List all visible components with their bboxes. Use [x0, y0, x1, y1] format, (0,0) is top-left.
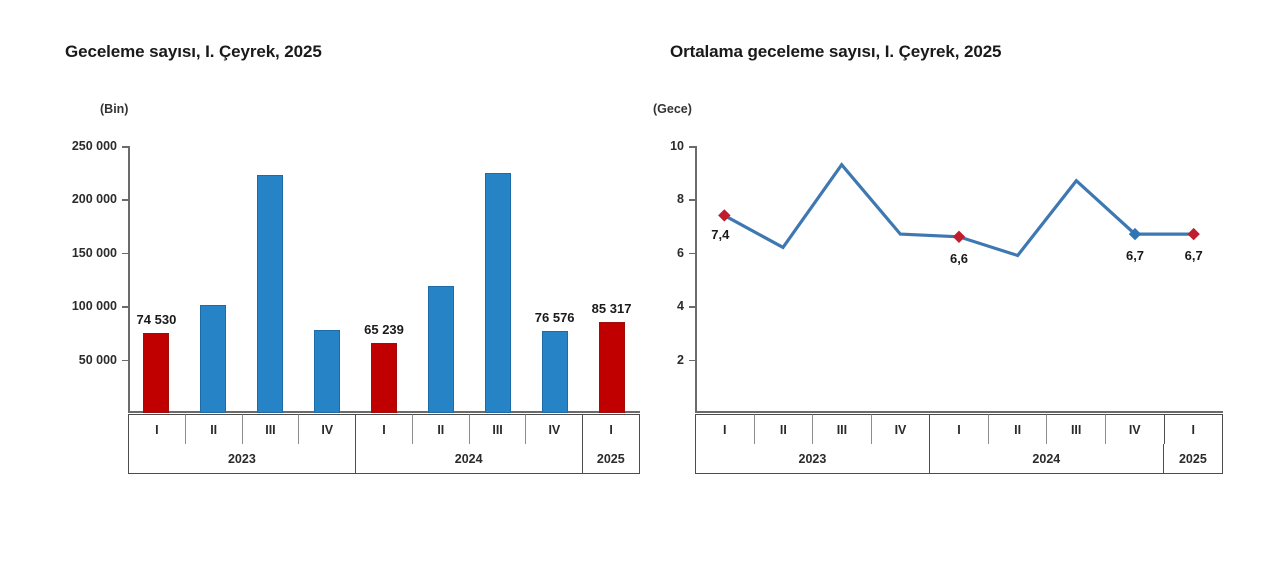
y-axis-tick-label: 10	[670, 139, 684, 153]
y-axis-tick	[689, 146, 695, 148]
bar-value-label: 65 239	[364, 322, 404, 338]
category-cell-quarter: III	[812, 414, 871, 444]
category-cell-year: 2024	[928, 444, 1163, 474]
data-point-marker-red	[718, 209, 731, 222]
data-point-marker-red	[952, 230, 966, 243]
line-value-label: 7,4	[711, 227, 730, 243]
category-cell-quarter: I	[695, 414, 754, 444]
line-value-label: 6,6	[949, 250, 969, 266]
y-axis-tick	[122, 146, 128, 148]
bar-plot-area: 250 000 200 000 150 000 100 000 50 000 74 530…	[72, 139, 640, 413]
category-cell-quarter: IV	[1104, 414, 1164, 444]
line-category-axis: I II III IV I II III IV I 2023 2024 2025	[695, 414, 1224, 474]
bar-4	[314, 330, 341, 413]
y-axis-tick-label: 8	[677, 192, 684, 207]
bar-value-label: 76 576	[534, 310, 575, 326]
category-cell-quarter: I	[582, 414, 641, 444]
bar-chart-title: Geceleme sayısı, I. Çeyrek, 2025	[65, 42, 322, 61]
y-axis-tick	[689, 252, 695, 255]
bar-6	[427, 285, 454, 413]
category-cell-quarter: II	[411, 414, 469, 444]
category-year-row: 2023 2024 2025	[128, 444, 640, 474]
category-cell-quarter: II	[184, 414, 242, 444]
line-chart-panel: Ortalama geceleme sayısı, I. Çeyrek, 202…	[653, 0, 1280, 583]
category-cell-quarter: IV	[525, 414, 583, 444]
y-axis-tick	[689, 359, 695, 362]
line-series-svg	[718, 162, 1200, 258]
y-axis-tick-label: 50 000	[78, 352, 117, 367]
data-point-marker-red	[1187, 227, 1200, 241]
y-axis-tick-label: 4	[677, 299, 684, 314]
category-cell-year: 2023	[695, 444, 929, 474]
line-chart-unit-label: (Gece)	[653, 102, 692, 116]
bar-8	[541, 331, 568, 413]
bar-y-axis	[128, 146, 130, 413]
bar-category-axis: I II III IV I II III IV I 2023 2024 2025	[128, 414, 641, 474]
category-cell-quarter: I	[929, 414, 988, 444]
y-axis-tick	[689, 199, 695, 201]
category-cell-quarter: III	[468, 414, 526, 444]
bar-3	[257, 175, 284, 413]
category-cell-quarter: IV	[870, 414, 930, 444]
y-axis-tick	[122, 252, 128, 255]
line-value-label: 6,7	[1184, 248, 1203, 264]
category-quarter-row: I II III IV I II III IV I	[695, 414, 1224, 444]
category-cell-year: 2024	[354, 444, 582, 474]
bar-2	[200, 305, 227, 413]
bar-value-label: 85 317	[591, 300, 632, 316]
y-axis-tick-label: 6	[677, 245, 684, 260]
bar-1	[143, 333, 170, 413]
category-cell-quarter: I	[355, 414, 412, 444]
y-axis-tick	[122, 199, 128, 201]
line-x-axis	[695, 411, 1223, 413]
bar-chart-panel: Geceleme sayısı, I. Çeyrek, 2025 (Bin) 2…	[65, 42, 641, 474]
category-quarter-row: I II III IV I II III IV I	[128, 414, 641, 444]
category-cell-year: 2023	[128, 444, 355, 474]
category-cell-year: 2025	[1162, 444, 1223, 474]
category-cell-quarter: II	[987, 414, 1047, 444]
bar-5	[371, 343, 397, 413]
line-plot-area: 10 8 6 4 2 7,4 6,6 6,7 6,7	[670, 139, 1223, 413]
bar-7	[484, 173, 511, 413]
category-cell-quarter: I	[128, 414, 185, 444]
category-cell-quarter: III	[1046, 414, 1105, 444]
bar-value-label: 74 530	[136, 312, 177, 328]
bar-chart-unit-label: (Bin)	[100, 102, 129, 116]
bar-9	[598, 321, 625, 413]
category-cell-quarter: I	[1163, 414, 1224, 444]
y-axis-tick-label: 200 000	[71, 192, 117, 207]
y-axis-tick-label: 150 000	[71, 245, 117, 260]
data-point-marker-blue	[1128, 227, 1142, 241]
line-y-axis	[695, 146, 697, 413]
y-axis-tick-label: 250 000	[71, 139, 117, 153]
category-cell-quarter: II	[753, 414, 813, 444]
y-axis-tick	[122, 306, 128, 308]
category-cell-quarter: III	[241, 414, 299, 444]
y-axis-tick-label: 2	[677, 352, 684, 367]
y-axis-tick	[689, 306, 695, 308]
category-cell-quarter: IV	[298, 414, 356, 444]
line-value-label: 6,7	[1125, 248, 1145, 264]
category-cell-year: 2025	[581, 444, 640, 474]
category-year-row: 2023 2024 2025	[695, 444, 1223, 474]
y-axis-tick-label: 100 000	[71, 299, 117, 314]
line-chart-title: Ortalama geceleme sayısı, I. Çeyrek, 202…	[670, 42, 1002, 61]
y-axis-tick	[122, 359, 128, 362]
